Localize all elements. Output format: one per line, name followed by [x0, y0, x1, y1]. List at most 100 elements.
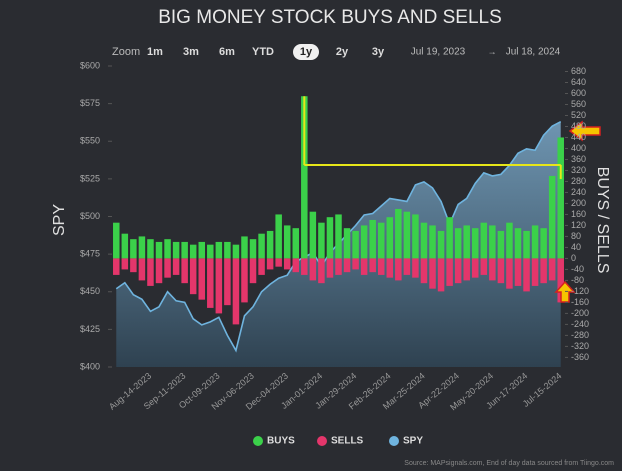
bar [446, 217, 453, 259]
bar [258, 258, 265, 275]
bar [249, 239, 257, 259]
bar [318, 222, 325, 259]
bar [275, 214, 282, 259]
bar [557, 137, 564, 259]
y-tick-label: $450 [80, 286, 100, 296]
zoom-label: Zoom [112, 46, 140, 58]
y-tick-label: $525 [80, 173, 100, 183]
bar [121, 258, 129, 270]
zoom-button-bg[interactable] [293, 44, 319, 60]
bar [352, 230, 359, 259]
bar [232, 258, 240, 325]
y2-tick-label: -160 [571, 297, 589, 307]
y2-tick-label: 520 [571, 110, 586, 120]
bar [480, 222, 488, 259]
bar [386, 217, 394, 259]
bar [497, 258, 505, 284]
legend-label[interactable]: SPY [403, 436, 423, 447]
bar [531, 225, 539, 259]
source-note: Source: MAPsignals.com, End of day data … [404, 460, 614, 467]
legend-label[interactable]: BUYS [267, 436, 295, 447]
y2-tick-label: 280 [571, 176, 586, 186]
y2-tick-label: -80 [571, 275, 584, 285]
y2-tick-label: 320 [571, 165, 586, 175]
bar [343, 228, 351, 259]
zoom-button[interactable]: YTD [252, 46, 274, 58]
bar [130, 258, 137, 273]
bar [437, 258, 445, 292]
bar [506, 258, 513, 289]
bar [412, 258, 419, 278]
zoom-button[interactable]: 1y [300, 46, 313, 58]
bar [395, 258, 402, 281]
bar [113, 258, 120, 275]
bar [472, 228, 479, 259]
y2-tick-label: 440 [571, 132, 586, 142]
y2-tick-label: 240 [571, 187, 586, 197]
zoom-button[interactable]: 3y [372, 46, 385, 58]
bar [189, 258, 197, 295]
zoom-button[interactable]: 6m [219, 46, 235, 58]
bar [360, 225, 368, 259]
range-from: Jul 19, 2023 [411, 47, 466, 58]
bar [403, 258, 411, 275]
y2-tick-label: -280 [571, 330, 589, 340]
bar [497, 230, 505, 259]
bar [454, 228, 462, 259]
bar [232, 244, 240, 259]
bar [489, 225, 496, 259]
bar [531, 258, 539, 286]
y2-tick-label: 0 [571, 253, 576, 263]
bar [292, 228, 300, 259]
legend-swatch[interactable] [253, 436, 263, 446]
y2-tick-label: 480 [571, 121, 586, 131]
y2-tick-label: -120 [571, 286, 589, 296]
bar [258, 233, 265, 259]
y-tick-label: $600 [80, 60, 100, 70]
range-separator: → [488, 46, 497, 56]
bar [514, 258, 522, 286]
bar [352, 258, 359, 270]
bar [283, 258, 291, 270]
zoom-button[interactable]: 3m [183, 46, 199, 58]
bar [164, 258, 171, 278]
y2-tick-label: 560 [571, 99, 586, 109]
bar [172, 258, 180, 275]
y2-tick-label: -40 [571, 264, 584, 274]
y2-tick-label: 40 [571, 242, 581, 252]
bar [326, 258, 334, 278]
y-tick-label: $550 [80, 136, 100, 146]
y-tick-label: $575 [80, 98, 100, 108]
bar [113, 222, 120, 259]
bar [446, 258, 453, 286]
zoom-button[interactable]: 1m [147, 46, 163, 58]
y2-tick-label: 640 [571, 77, 586, 87]
y2-tick-label: 160 [571, 209, 586, 219]
bar [275, 258, 282, 267]
bar [548, 258, 556, 281]
bar [506, 222, 513, 259]
bar [309, 211, 317, 259]
bar [138, 236, 146, 259]
legend-label[interactable]: SELLS [331, 436, 364, 447]
bar [249, 258, 257, 284]
bar [215, 258, 223, 314]
bar [224, 258, 231, 306]
bar [147, 239, 154, 259]
bar [189, 244, 197, 259]
legend-swatch[interactable] [389, 436, 399, 446]
y2-tick-label: 600 [571, 88, 586, 98]
y2-tick-label: 80 [571, 231, 581, 241]
y2-tick-label: -240 [571, 319, 589, 329]
bar [155, 258, 163, 284]
zoom-button[interactable]: 2y [336, 46, 349, 58]
arrow-annotation [568, 120, 601, 142]
bar [377, 258, 385, 275]
y2-tick-label: 360 [571, 154, 586, 164]
legend-swatch[interactable] [317, 436, 327, 446]
bar [215, 241, 223, 259]
bar [540, 228, 547, 259]
chart-title: BIG MONEY STOCK BUYS AND SELLS [158, 7, 502, 28]
y2-tick-label: 120 [571, 220, 586, 230]
